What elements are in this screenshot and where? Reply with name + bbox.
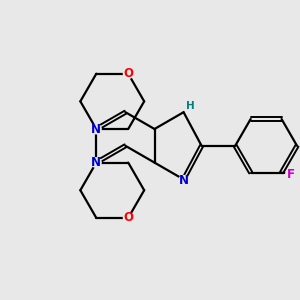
Circle shape bbox=[92, 124, 101, 134]
Circle shape bbox=[179, 176, 188, 185]
Circle shape bbox=[92, 158, 101, 167]
Text: N: N bbox=[91, 122, 101, 136]
Text: O: O bbox=[123, 67, 133, 80]
Text: H: H bbox=[186, 100, 195, 111]
Circle shape bbox=[286, 169, 296, 179]
Text: F: F bbox=[286, 168, 295, 181]
Text: O: O bbox=[123, 212, 133, 224]
Text: N: N bbox=[91, 156, 101, 169]
Circle shape bbox=[123, 213, 133, 223]
Circle shape bbox=[123, 69, 133, 79]
Text: N: N bbox=[178, 174, 189, 187]
